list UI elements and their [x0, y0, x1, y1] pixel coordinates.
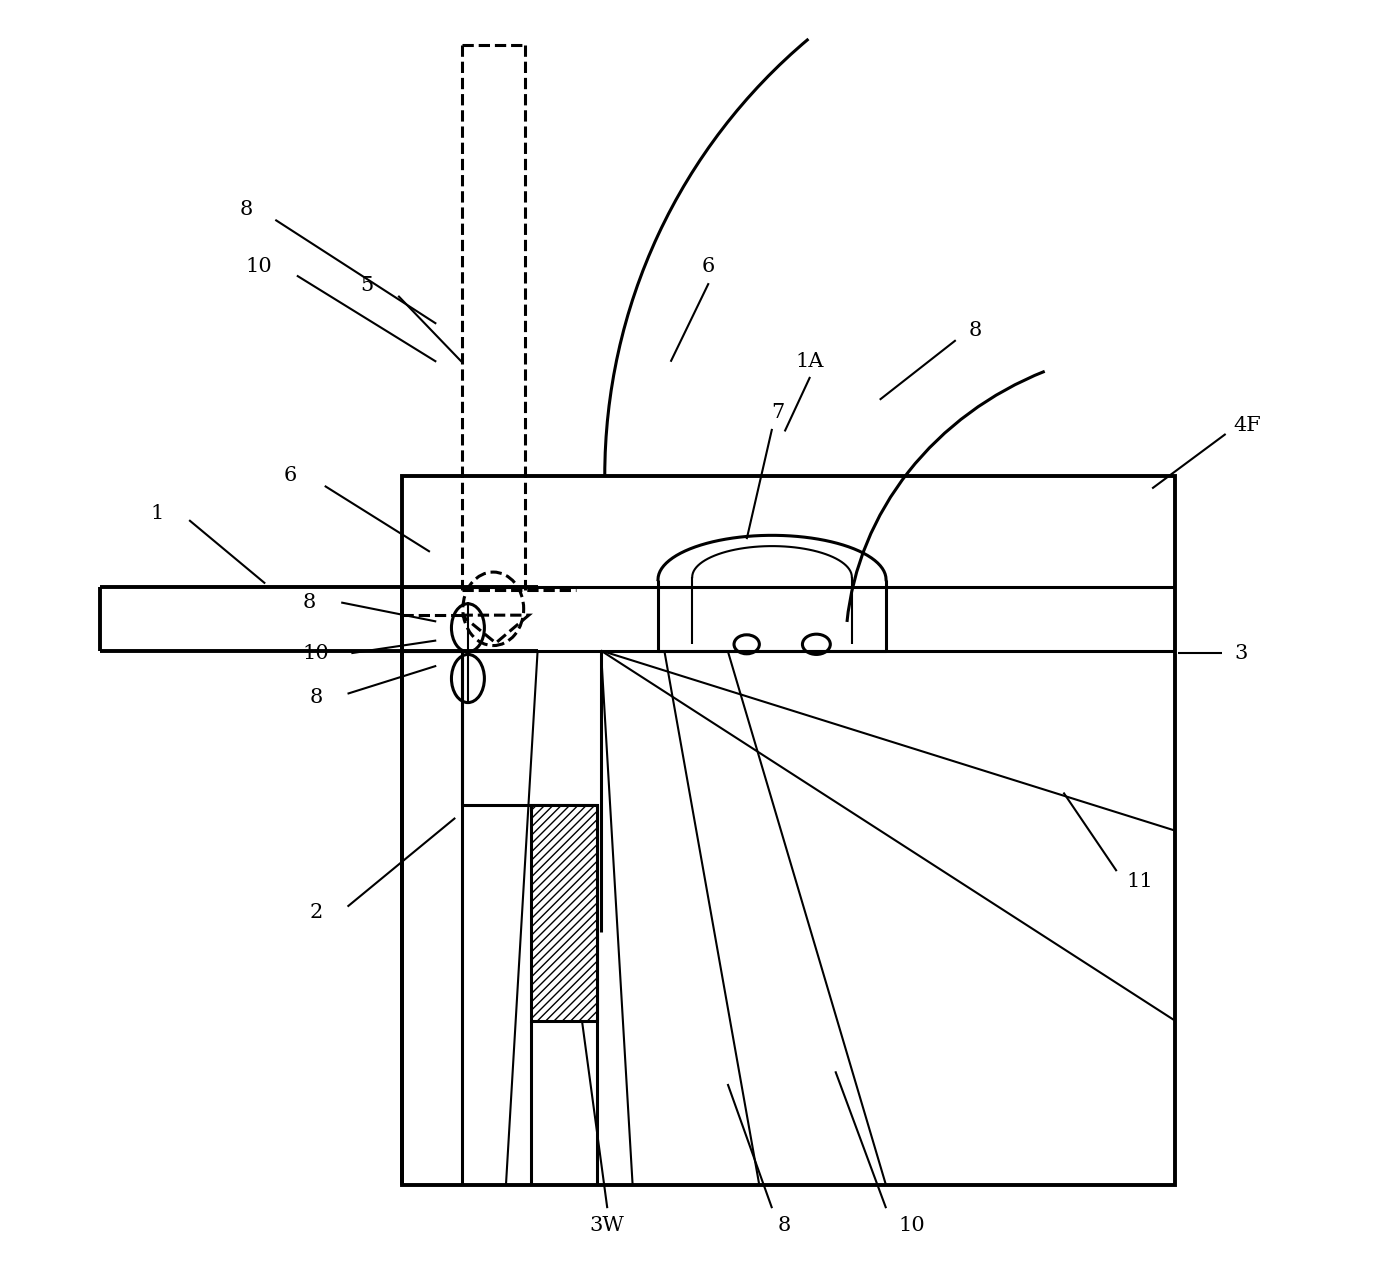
Text: 6: 6: [284, 466, 296, 485]
Text: 7: 7: [771, 404, 785, 421]
Text: 8: 8: [778, 1217, 791, 1235]
Text: 2: 2: [309, 903, 323, 922]
Text: 3W: 3W: [590, 1217, 625, 1235]
Text: 3: 3: [1235, 643, 1247, 662]
Bar: [532, 806, 597, 1021]
Text: 8: 8: [239, 200, 253, 219]
Text: 4F: 4F: [1233, 415, 1261, 434]
Text: 8: 8: [303, 593, 316, 612]
Text: 10: 10: [302, 643, 330, 662]
Text: 10: 10: [245, 257, 273, 277]
Text: 8: 8: [309, 688, 323, 707]
Text: 5: 5: [361, 277, 373, 295]
Text: 1: 1: [150, 505, 164, 524]
Text: 11: 11: [1126, 872, 1153, 890]
Text: 6: 6: [702, 257, 715, 277]
Text: 8: 8: [969, 320, 981, 339]
Bar: [402, 475, 1175, 1185]
Text: 1A: 1A: [796, 352, 824, 371]
Text: 10: 10: [898, 1217, 924, 1235]
